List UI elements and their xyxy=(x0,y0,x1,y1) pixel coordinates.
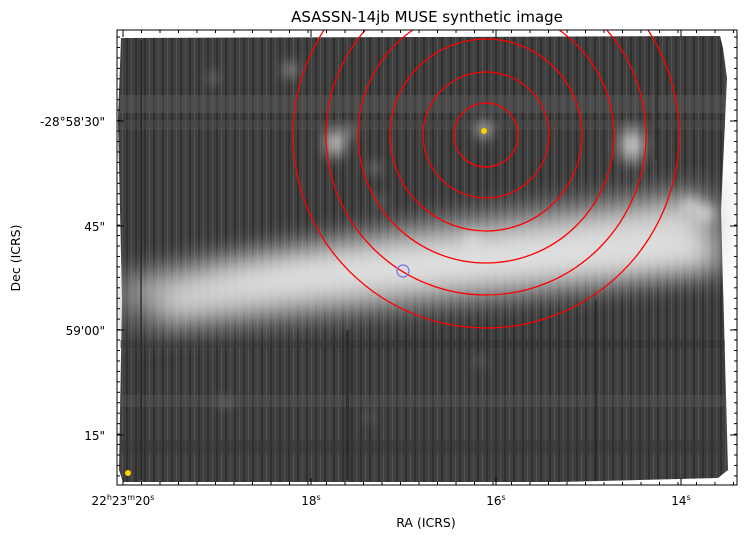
plot-title: ASASSN-14jb MUSE synthetic image xyxy=(291,8,563,26)
x-tick-label: 22h23m20s xyxy=(92,493,155,508)
galaxy-band xyxy=(120,170,720,345)
aperture-circle-4 xyxy=(357,30,615,264)
y-tick-label: 59'00" xyxy=(66,324,105,338)
x-tick-label: 16s xyxy=(486,493,505,508)
aperture-circles xyxy=(292,30,680,329)
corner-marker xyxy=(125,470,131,476)
y-axis-label: Dec (ICRS) xyxy=(8,225,23,292)
muse-image xyxy=(117,30,737,485)
x-axis-label: RA (ICRS) xyxy=(396,515,456,530)
y-tick-label: 15" xyxy=(84,429,105,443)
y-tick-label: 45" xyxy=(84,220,105,234)
aperture-circle-3 xyxy=(389,38,583,232)
aperture-circle-6 xyxy=(292,30,680,329)
plot-frame xyxy=(116,29,738,486)
transient-marker xyxy=(481,128,487,134)
aperture-circle-5 xyxy=(325,30,647,296)
y-tick-label: -28°58'30" xyxy=(40,115,105,129)
x-tick-label: 18s xyxy=(301,493,320,508)
x-tick-label: 14s xyxy=(671,493,690,508)
aperture-circle-1 xyxy=(453,102,519,168)
host-nucleus-marker xyxy=(396,264,410,278)
axis-ticks xyxy=(117,30,737,485)
bright-knots xyxy=(206,58,719,422)
aperture-circle-2 xyxy=(422,71,550,199)
